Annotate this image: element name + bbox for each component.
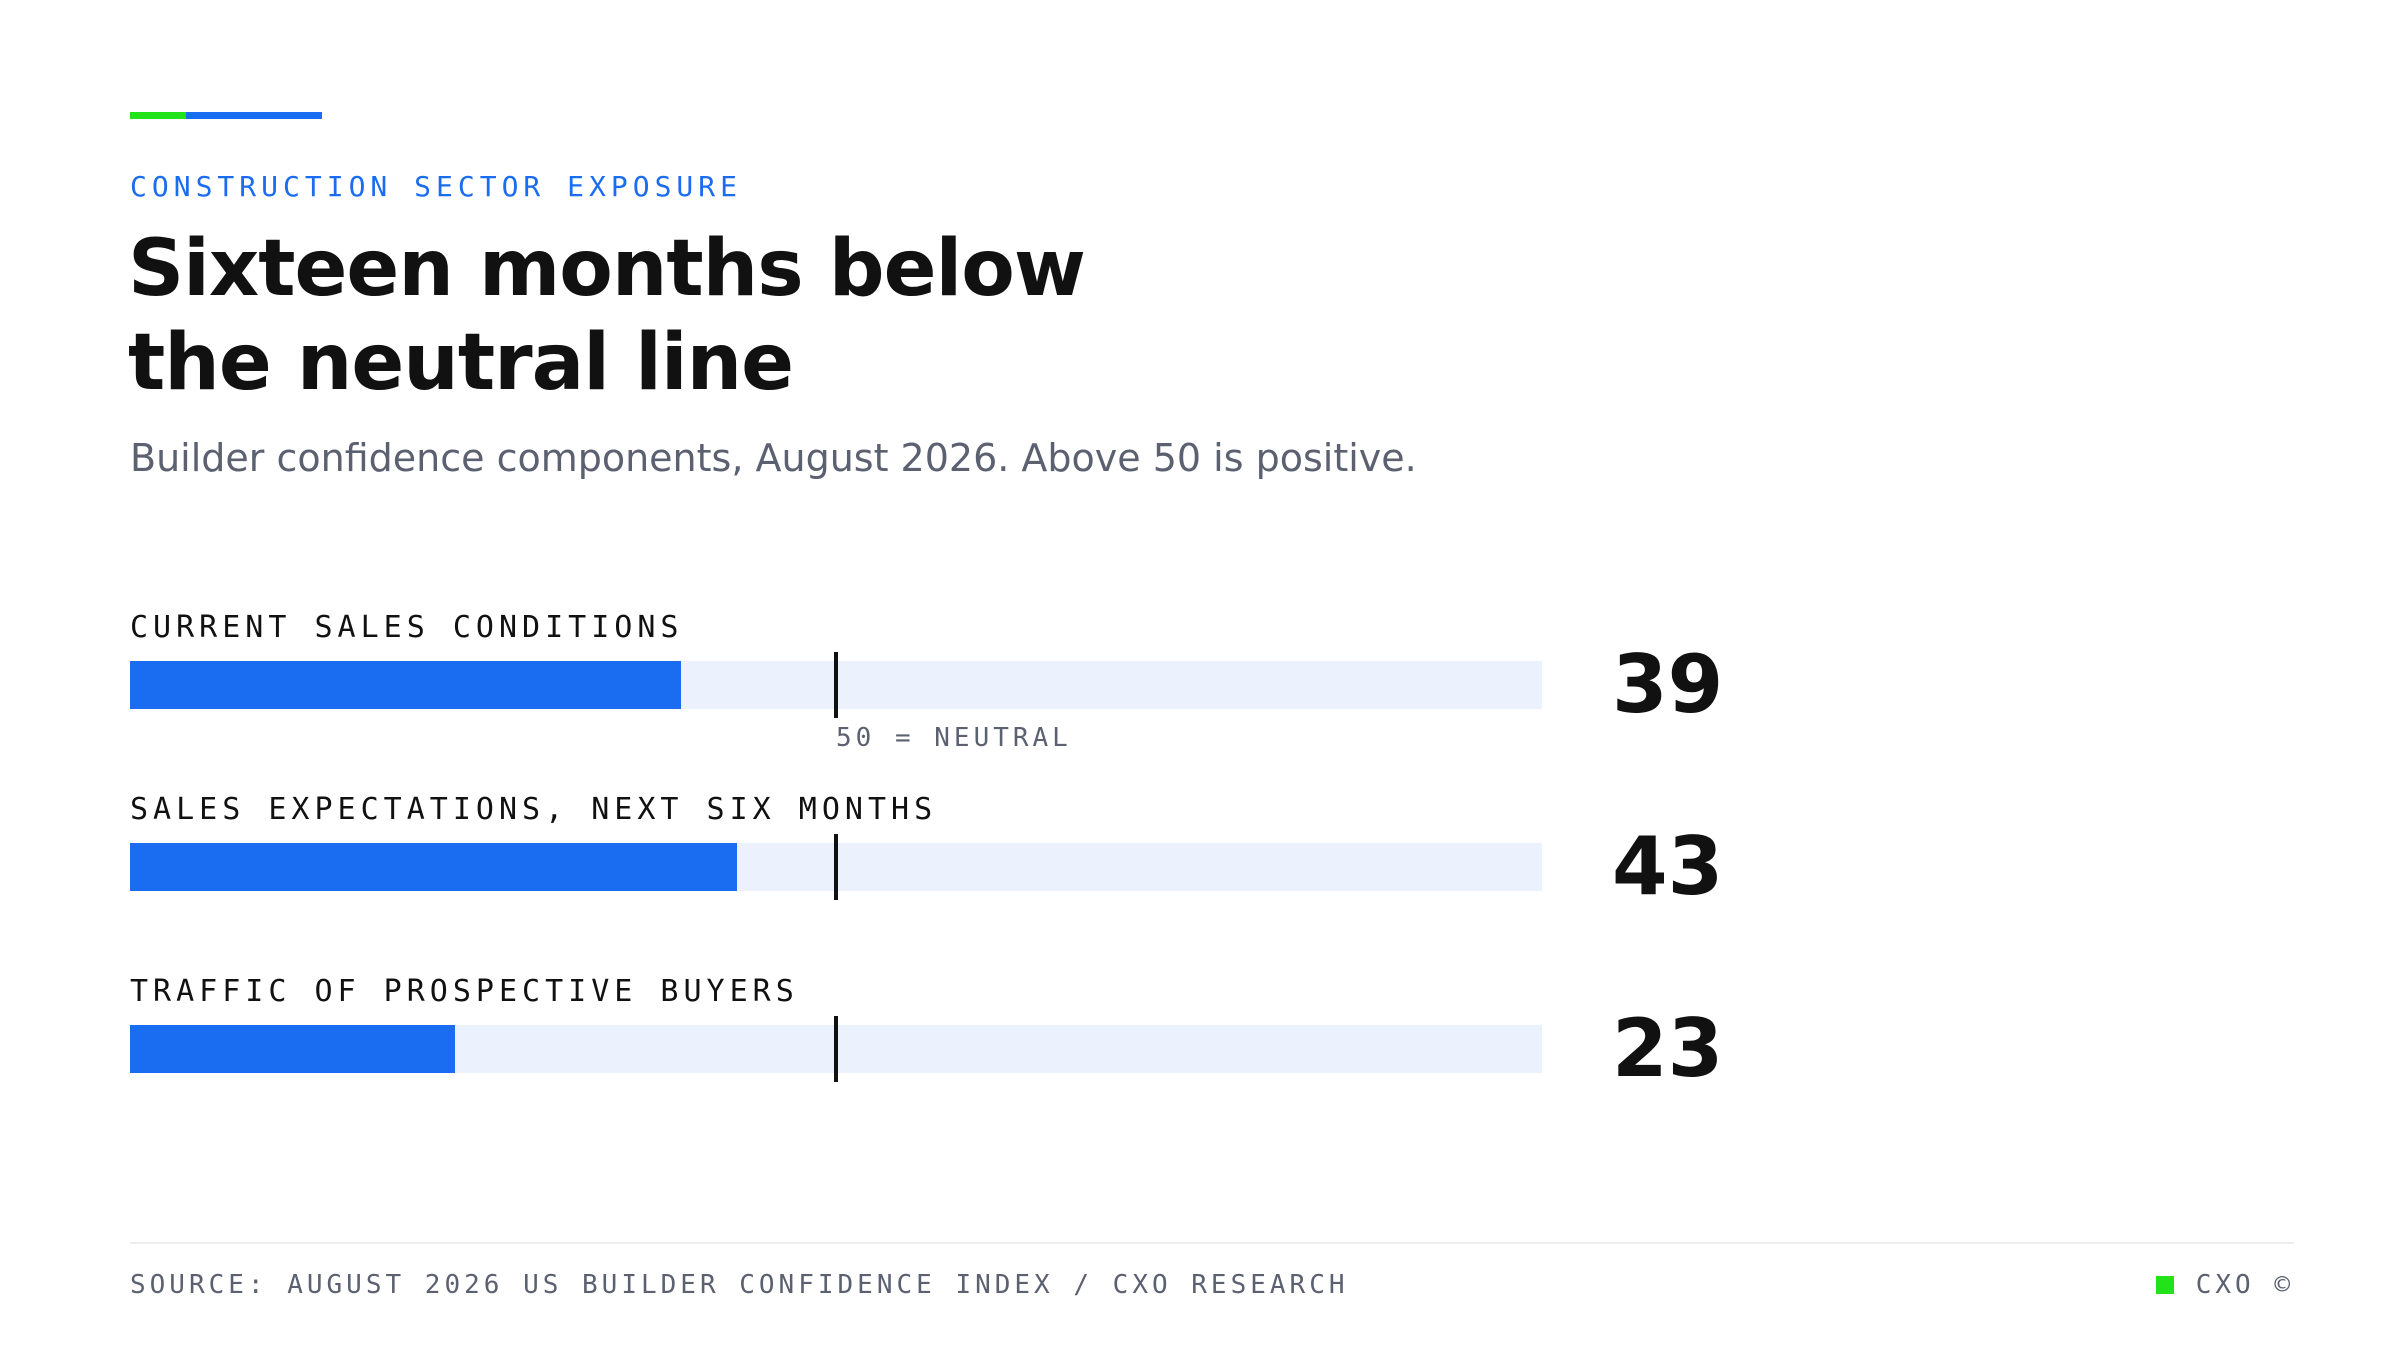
brand-square-icon xyxy=(2155,1276,2174,1294)
bar-label: CURRENT SALES CONDITIONS xyxy=(130,610,684,645)
accent-rule xyxy=(130,112,322,119)
bar-value-label: 23 xyxy=(1612,1002,1724,1095)
brand-label: CXO © xyxy=(2195,1270,2294,1300)
kicker: CONSTRUCTION SECTOR EXPOSURE xyxy=(130,170,743,203)
footer-divider xyxy=(130,1242,2294,1244)
accent-rule-green xyxy=(130,112,186,119)
bar-label: TRAFFIC OF PROSPECTIVE BUYERS xyxy=(130,974,799,1009)
neutral-line-label: 50 = NEUTRAL xyxy=(836,723,1072,753)
bar-label: SALES EXPECTATIONS, NEXT SIX MONTHS xyxy=(130,792,938,827)
bar xyxy=(130,843,738,891)
neutral-line-tick xyxy=(834,834,838,900)
chart-subtitle: Builder confidence components, August 20… xyxy=(130,436,1417,480)
chart-title: Sixteen months below the neutral line xyxy=(128,224,1086,408)
source-note: SOURCE: AUGUST 2026 US BUILDER CONFIDENC… xyxy=(130,1270,1349,1300)
bar-value-label: 39 xyxy=(1612,638,1724,731)
bar xyxy=(130,1025,455,1073)
bar-value-label: 43 xyxy=(1612,820,1724,913)
neutral-line-tick xyxy=(834,1016,838,1082)
neutral-line-tick xyxy=(834,652,838,718)
bar xyxy=(130,661,681,709)
brand-mark: CXO © xyxy=(2155,1270,2294,1300)
accent-rule-blue xyxy=(186,112,322,119)
